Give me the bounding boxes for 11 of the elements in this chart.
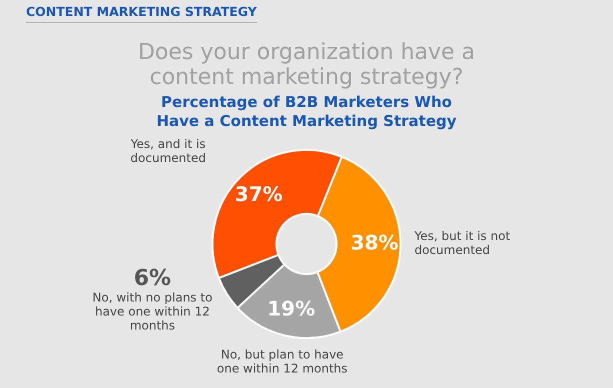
data-label: 6%	[134, 266, 172, 291]
slice-label: No, with no plans to have one within 12 months	[92, 290, 212, 332]
chart-subtitle: Percentage of B2B Marketers Who Have a Content Marketing Strategy	[155, 93, 458, 131]
data-label: 38%	[350, 230, 398, 255]
data-label: 37%	[234, 182, 283, 206]
slice-label: Yes, but it is not documented	[413, 228, 510, 257]
slice-label: No, but plan to have one within 12 months	[216, 347, 348, 376]
chart-title: Does your organization have a content marketing strategy?	[136, 40, 476, 90]
text: CONTENT MARKETING STRATEGY	[26, 4, 257, 23]
slice-label: Yes, and it is documented	[130, 137, 206, 166]
data-label: 19%	[267, 296, 316, 320]
